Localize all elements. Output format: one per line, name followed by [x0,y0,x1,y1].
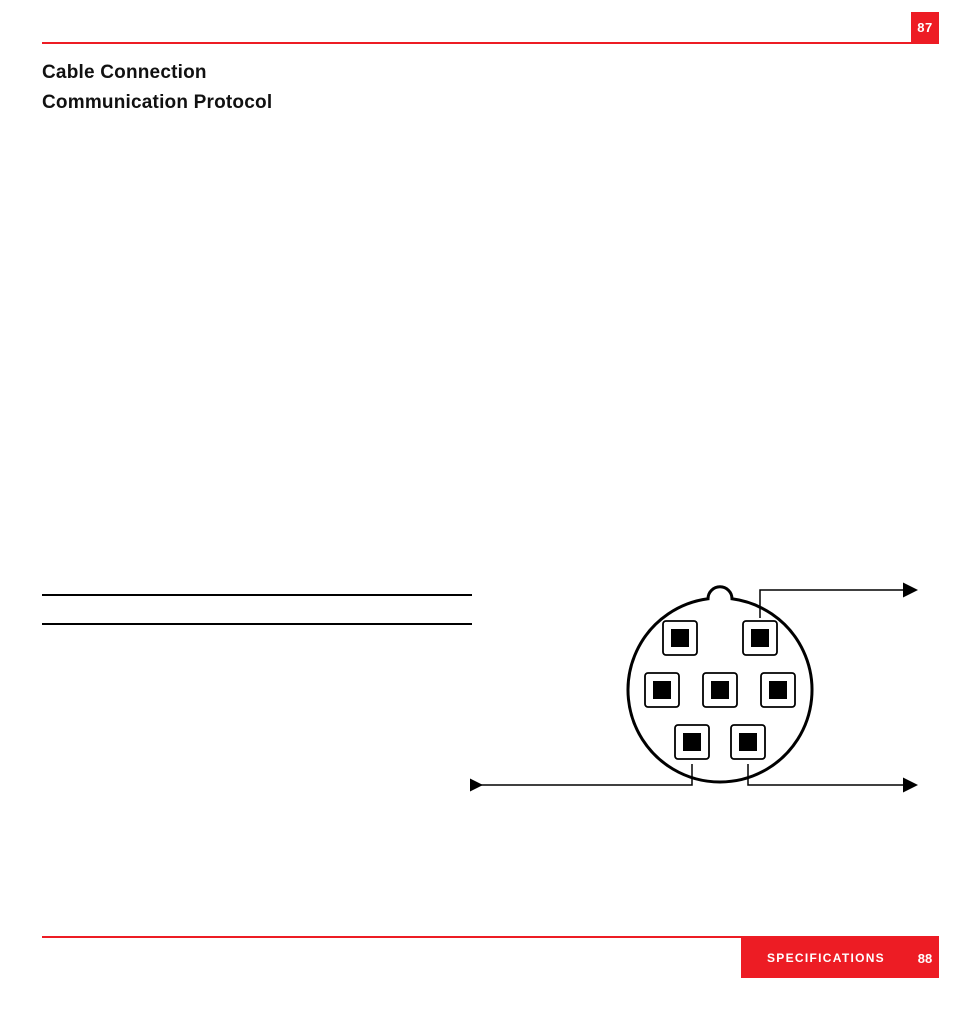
connector-svg [470,560,930,810]
connector-diagram [470,560,930,810]
arrow-leader-2 [748,764,915,785]
pin-3 [653,681,671,699]
section-label: SPECIFICATIONS [741,938,911,978]
top-rule [42,42,939,44]
pin-5 [769,681,787,699]
heading-cable-connection: Cable Connection [42,62,207,84]
pin-7 [739,733,757,751]
pin-4 [711,681,729,699]
pin-2 [751,629,769,647]
page-number-top: 87 [911,12,939,42]
table-rule-top [42,594,472,596]
page-number-bottom: 88 [911,938,939,978]
heading-communication-protocol: Communication Protocol [42,92,272,114]
table-rule-bottom [42,623,472,625]
pin-1 [671,629,689,647]
arrow-leader-1 [480,764,692,785]
arrow-leader-0 [760,590,915,618]
pin-6 [683,733,701,751]
